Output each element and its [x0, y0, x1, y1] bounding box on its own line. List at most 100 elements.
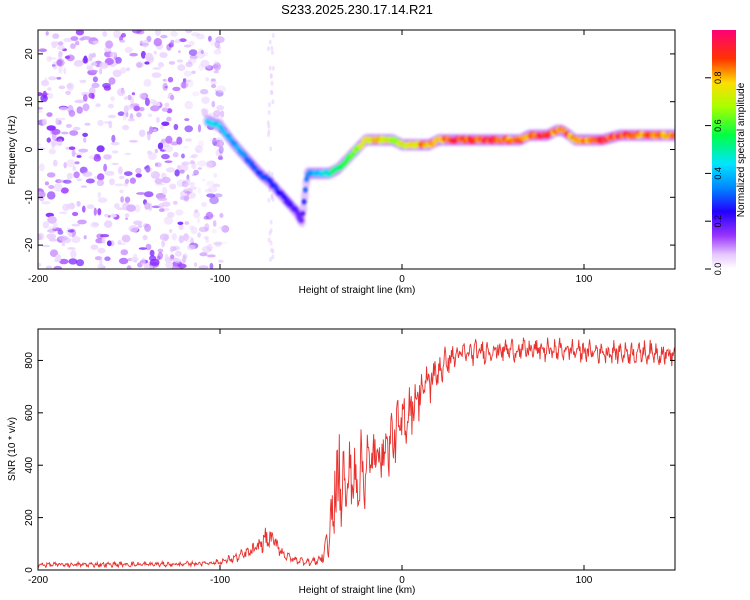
noise-blob	[104, 170, 115, 176]
snr-x-label: Height of straight line (km)	[299, 585, 416, 596]
noise-blob	[200, 88, 209, 95]
noise-blob	[72, 166, 76, 171]
noise-blob	[208, 186, 218, 193]
noise-blob	[213, 49, 222, 55]
noise-blob	[120, 249, 129, 256]
noise-blob	[270, 171, 274, 177]
noise-blob	[66, 83, 73, 89]
noise-blob	[96, 179, 105, 187]
noise-blob	[52, 159, 58, 167]
noise-blob	[178, 224, 184, 231]
noise-blob	[144, 223, 152, 232]
noise-blob	[215, 149, 222, 157]
noise-blob	[58, 41, 64, 46]
noise-blob	[47, 216, 57, 224]
noise-blob	[74, 161, 80, 165]
noise-blob	[114, 183, 124, 187]
noise-blob	[76, 178, 82, 182]
noise-blob	[67, 229, 75, 233]
x-tick-label: -200	[28, 575, 48, 586]
noise-blob	[190, 154, 198, 158]
noise-blob	[49, 249, 59, 257]
noise-blob	[173, 200, 178, 205]
x-tick-label: 0	[399, 274, 405, 285]
noise-blob	[123, 96, 129, 100]
x-tick-label: 0	[399, 575, 405, 586]
noise-blob	[95, 238, 105, 244]
noise-blob	[124, 196, 131, 203]
noise-blob	[267, 110, 271, 115]
noise-blob	[108, 120, 113, 129]
noise-blob	[76, 200, 81, 207]
noise-blob	[83, 94, 88, 102]
noise-blob	[90, 244, 99, 250]
noise-blob	[209, 262, 214, 269]
noise-blob	[188, 182, 196, 186]
noise-blob	[42, 221, 50, 229]
noise-blob	[68, 232, 73, 237]
noise-blob	[213, 60, 218, 66]
noise-blob	[269, 240, 273, 246]
noise-blob	[182, 78, 187, 83]
noise-blob	[100, 234, 110, 238]
noise-blob	[178, 235, 184, 244]
noise-blob	[118, 175, 125, 180]
noise-blob	[213, 241, 223, 246]
noise-blob	[82, 171, 93, 177]
noise-blob	[221, 225, 230, 233]
noise-blob	[109, 213, 117, 218]
noise-blob	[127, 118, 136, 122]
noise-blob	[205, 211, 214, 220]
noise-blob	[170, 254, 175, 259]
x-tick-label: -100	[210, 274, 230, 285]
noise-blob	[61, 131, 69, 135]
noise-blob	[202, 51, 209, 57]
noise-blob	[181, 81, 187, 89]
noise-blob	[99, 62, 109, 69]
noise-blob	[212, 64, 219, 69]
noise-blob	[124, 213, 130, 218]
noise-blob	[101, 237, 106, 244]
noise-blob	[54, 138, 62, 142]
noise-blob	[159, 233, 170, 241]
noise-blob	[268, 230, 272, 236]
noise-blob	[97, 197, 108, 203]
noise-blob	[68, 146, 76, 150]
noise-blob	[131, 92, 136, 96]
noise-blob	[76, 154, 82, 158]
y-tick-label: 600	[24, 404, 35, 421]
noise-blob	[191, 70, 196, 75]
noise-blob	[118, 257, 129, 265]
noise-blob	[158, 208, 165, 213]
spectrogram-x-axis: -200 -100 0 100	[28, 30, 593, 285]
noise-blob	[270, 247, 274, 253]
y-tick-label: 400	[24, 456, 35, 473]
noise-blob	[205, 160, 213, 169]
noise-blob	[270, 80, 274, 86]
noise-blob	[82, 132, 88, 137]
noise-blob	[197, 167, 202, 170]
noise-blob	[120, 67, 127, 74]
noise-blob	[215, 36, 225, 43]
x-tick-label: 100	[576, 274, 593, 285]
noise-blob	[155, 30, 161, 36]
y-tick-label: 0	[24, 146, 35, 152]
noise-blob	[271, 99, 275, 105]
noise-blob	[269, 146, 273, 152]
noise-blob	[161, 107, 168, 112]
noise-blob	[120, 196, 124, 203]
noise-blob	[88, 92, 95, 99]
noise-blob	[170, 39, 175, 45]
noise-blob	[182, 254, 187, 263]
noise-blob	[46, 125, 56, 131]
noise-blob	[118, 166, 123, 175]
noise-blob	[104, 256, 111, 262]
noise-blob	[107, 103, 114, 109]
noise-blob	[205, 77, 210, 82]
noise-blob	[160, 125, 164, 130]
noise-blob	[81, 36, 91, 40]
noise-blob	[157, 62, 165, 68]
noise-blob	[95, 103, 101, 108]
noise-blob	[267, 197, 271, 203]
